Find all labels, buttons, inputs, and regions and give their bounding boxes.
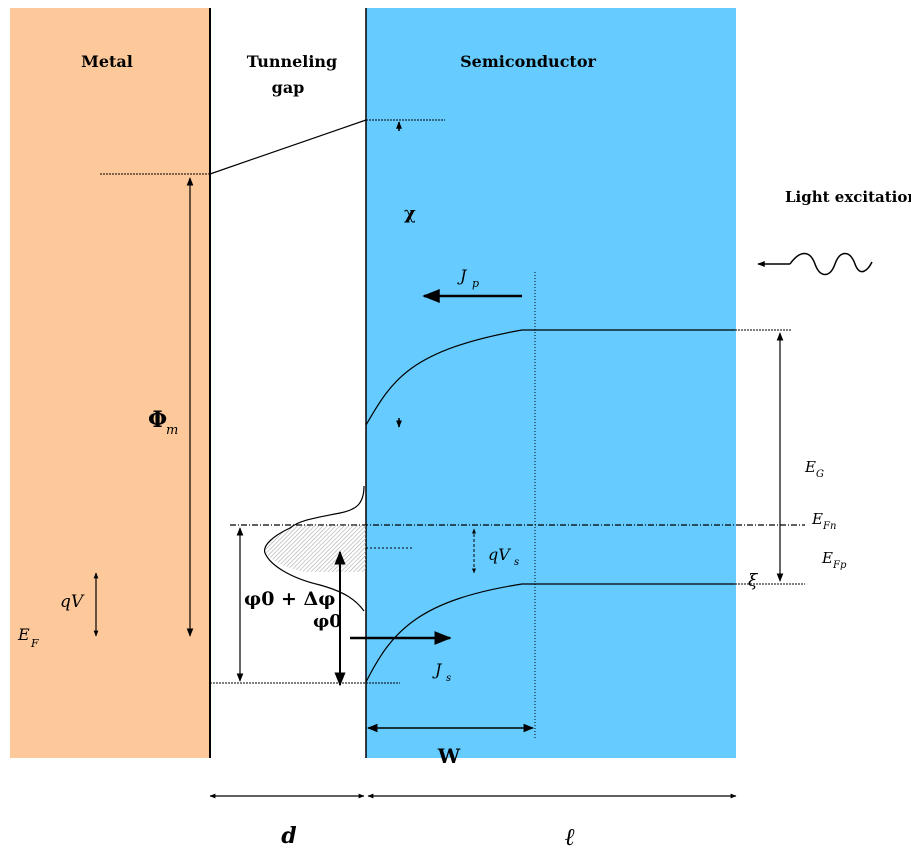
efn-subscript: Fn <box>822 521 836 532</box>
js-label: J <box>432 660 443 679</box>
phi-m-symbol: Φ <box>148 407 167 433</box>
light-wave-icon <box>789 252 873 276</box>
gap-label-line2: gap <box>272 78 305 97</box>
valence-band-edge <box>365 583 735 683</box>
phi0-dphi-label: φ0 + Δφ <box>244 588 336 610</box>
ell-label: ℓ <box>565 822 575 851</box>
phi-m-subscript: m <box>166 423 178 438</box>
conduction-band-edge <box>365 329 735 426</box>
metal-label: Metal <box>81 52 133 71</box>
w-label: W <box>437 744 461 768</box>
chi-label: χ <box>404 203 416 224</box>
js-subscript: s <box>446 673 451 684</box>
jp-label: J <box>457 266 468 285</box>
tunnel-barrier-top <box>209 119 367 175</box>
gap-label-line1: Tunneling <box>247 52 338 71</box>
surface-state-hatch <box>265 525 366 572</box>
xi-label: ξ <box>748 571 759 591</box>
metal-region <box>10 8 210 758</box>
efp-subscript: Fp <box>832 560 847 571</box>
qvs-label: qV <box>488 545 511 564</box>
qv-label: qV <box>60 592 85 612</box>
light-excitation-label: Light excitation <box>785 188 911 206</box>
phi0-label: φ0 <box>313 611 342 632</box>
d-label: d <box>281 823 296 849</box>
jp-subscript: p <box>472 277 479 290</box>
semiconductor-label: Semiconductor <box>460 52 596 71</box>
ef-label: E <box>17 625 30 644</box>
efn-label: E <box>811 510 823 528</box>
qvs-subscript: s <box>514 557 519 568</box>
eg-subscript: G <box>816 469 824 480</box>
ef-subscript: F <box>30 637 39 650</box>
efp-label: E <box>821 549 833 567</box>
semiconductor-region <box>366 8 736 758</box>
eg-label: E <box>804 458 816 476</box>
surface-state-curve <box>264 485 365 612</box>
